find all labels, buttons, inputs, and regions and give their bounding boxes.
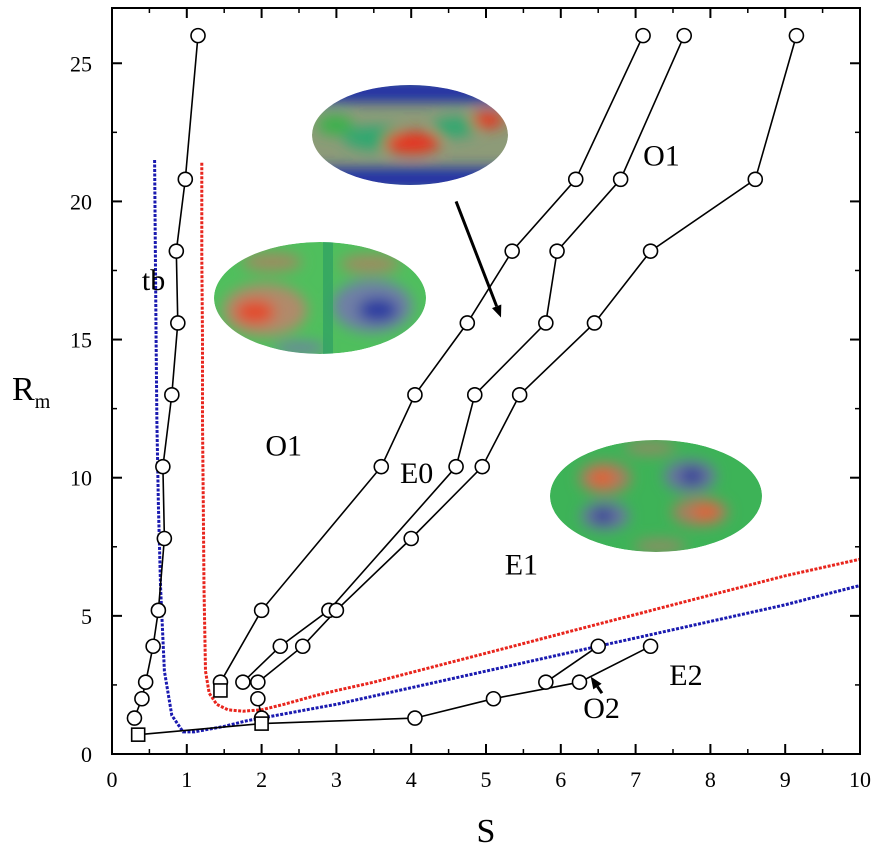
x-tick-label-6: 6 xyxy=(555,767,566,792)
x-tick-label-0: 0 xyxy=(107,767,118,792)
extra-lines xyxy=(138,717,415,736)
x-tick-label-1: 1 xyxy=(181,767,192,792)
point-square-0 xyxy=(130,727,146,742)
x-tick-label-2: 2 xyxy=(256,767,267,792)
point-circle-2-0 xyxy=(235,674,251,690)
inset-middle-left xyxy=(214,242,426,354)
point-circle-1-6 xyxy=(567,171,584,188)
x-tick-label-7: 7 xyxy=(630,767,641,792)
point-circle-5-3 xyxy=(642,638,659,655)
data-series xyxy=(133,35,798,719)
point-circle-3-3 xyxy=(403,530,420,547)
ticks: 0 1 2 3 4 5 6 7 8 9 10 0 5 10 15 20 25 xyxy=(70,8,871,792)
point-circle-2-5 xyxy=(538,315,554,331)
point-circle-3-0 xyxy=(250,674,266,690)
point-circle-0-4 xyxy=(150,602,167,619)
point-circle-1-4 xyxy=(459,315,476,331)
x-tick-label-3: 3 xyxy=(331,767,342,792)
point-circle-1-2 xyxy=(373,458,390,475)
annotation-label-0: tb xyxy=(142,264,165,297)
series-line-5 xyxy=(414,645,651,719)
point-circle-3-6 xyxy=(586,315,603,331)
region-labels: tb O1 E0 O1 E1 E2 O2 xyxy=(142,139,703,725)
dashed-curve-1 xyxy=(200,162,861,713)
point-circle-3-4 xyxy=(474,458,491,475)
y-tick-label-2: 10 xyxy=(70,466,92,491)
point-circle-1-1 xyxy=(253,602,270,619)
y-axis-label: Rm xyxy=(12,371,51,413)
annotation-label-2: E0 xyxy=(400,457,433,490)
point-circle-2-3 xyxy=(448,458,464,475)
arrows xyxy=(454,200,604,695)
point-circle-0-1 xyxy=(134,690,150,707)
annotation-label-5: E2 xyxy=(669,659,702,692)
point-circle-3-8 xyxy=(747,171,764,188)
point-circle-3-7 xyxy=(642,243,659,259)
annotation-label-1: O1 xyxy=(265,430,302,463)
point-square-2 xyxy=(254,716,269,731)
point-circle-3-5 xyxy=(511,387,528,403)
point-circle-0-3 xyxy=(145,638,161,655)
x-axis-label: S xyxy=(477,813,496,849)
point-square-1 xyxy=(213,683,228,698)
series-line-3 xyxy=(257,35,798,683)
point-circle-0-5 xyxy=(156,530,173,547)
point-circle-5-0 xyxy=(407,710,423,726)
y-tick-label-1: 5 xyxy=(81,604,92,629)
inset-right xyxy=(550,440,762,552)
point-circle-2-1 xyxy=(272,638,289,655)
x-tick-label-5: 5 xyxy=(481,767,492,792)
point-circle-0-2 xyxy=(137,674,154,690)
x-tick-label-8: 8 xyxy=(705,767,716,792)
y-axis-label-main: R xyxy=(12,371,35,408)
x-tick-label-10: 10 xyxy=(849,767,871,792)
y-tick-label-0: 0 xyxy=(81,742,92,767)
markers xyxy=(126,27,805,742)
y-tick-label-3: 15 xyxy=(70,328,92,353)
x-tick-label-4: 4 xyxy=(406,767,417,792)
point-circle-0-9 xyxy=(168,243,185,259)
point-circle-0-11 xyxy=(190,27,206,44)
segment-line-0 xyxy=(138,722,262,736)
point-circle-5-1 xyxy=(485,690,502,707)
point-circle-2-6 xyxy=(549,243,565,259)
point-circle-2-7 xyxy=(612,171,629,188)
arrow-shaft-0 xyxy=(454,200,499,307)
point-circle-6-0 xyxy=(538,674,554,690)
point-circle-3-2 xyxy=(328,602,345,619)
point-circle-0-6 xyxy=(155,458,171,475)
arrow-shaft-1 xyxy=(596,685,604,695)
point-circle-1-3 xyxy=(407,387,423,403)
point-circle-0-7 xyxy=(164,387,180,403)
point-circle-6-1 xyxy=(590,638,607,655)
x-tick-label-9: 9 xyxy=(780,767,791,792)
series-line-6 xyxy=(545,645,599,683)
y-tick-label-5: 25 xyxy=(70,51,92,76)
segment-line-1 xyxy=(261,717,415,725)
point-circle-0-0 xyxy=(126,710,143,726)
annotation-label-6: O2 xyxy=(583,692,620,725)
series-line-1 xyxy=(219,35,644,683)
point-circle-3-1 xyxy=(294,638,311,655)
series-line-0 xyxy=(133,35,199,719)
arrow-head-1 xyxy=(590,676,602,690)
arrow-head-0 xyxy=(492,304,502,318)
point-circle-2-4 xyxy=(466,387,483,403)
point-circle-4-0 xyxy=(250,690,266,707)
point-circle-2-8 xyxy=(676,27,693,44)
dashed-curve-0 xyxy=(153,159,861,734)
annotation-label-4: E1 xyxy=(505,548,538,581)
point-circle-0-10 xyxy=(177,171,194,188)
point-circle-1-5 xyxy=(504,243,520,259)
point-circle-0-8 xyxy=(170,315,186,331)
dashed-curves xyxy=(153,159,861,734)
y-axis-label-subscript: m xyxy=(35,391,51,413)
annotation-label-3: O1 xyxy=(643,139,680,172)
point-circle-3-9 xyxy=(788,27,805,44)
point-circle-1-7 xyxy=(635,27,651,44)
point-circle-5-2 xyxy=(571,674,588,690)
y-tick-label-4: 20 xyxy=(70,189,92,214)
inset-top xyxy=(312,85,508,185)
